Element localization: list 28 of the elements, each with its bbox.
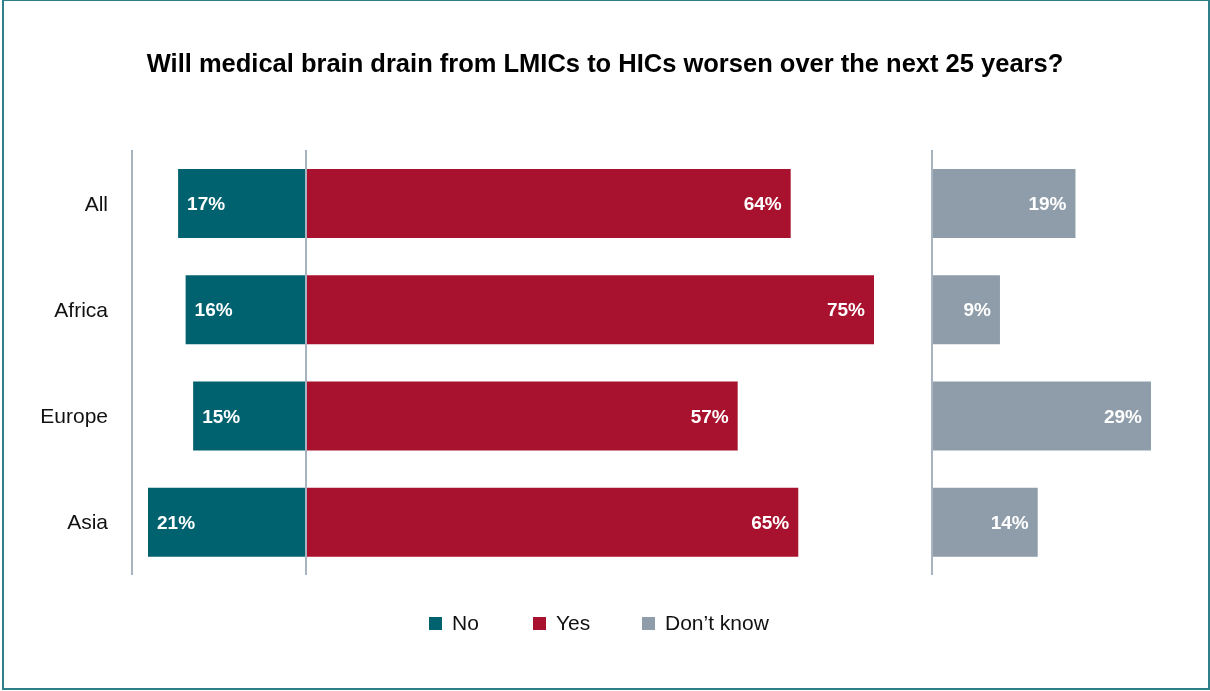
bar (148, 487, 306, 557)
data-label: 9% (963, 299, 992, 321)
y-tick-label: Europe (40, 404, 108, 428)
text: Will medical brain drain from LMICs to HICs worsen over the next 25 years? (145, 49, 1065, 78)
legend-label: No (452, 611, 479, 635)
legend-label: Don’t know (665, 611, 769, 635)
data-label: 14% (990, 511, 1029, 533)
data-label: 15% (202, 405, 241, 427)
bar (932, 381, 1151, 451)
data-label: 75% (826, 299, 866, 321)
data-label: 65% (751, 511, 790, 533)
data-label: 21% (157, 511, 196, 533)
bar (178, 169, 306, 238)
bar (193, 381, 306, 451)
data-label: 19% (1028, 193, 1067, 215)
data-label: 16% (194, 299, 233, 321)
data-label: 29% (1103, 405, 1143, 427)
y-tick-label: All (84, 191, 108, 215)
data-label: 17% (187, 193, 226, 215)
bar (185, 275, 306, 345)
y-tick-label: Africa (54, 297, 109, 321)
y-tick-label: Asia (67, 510, 109, 534)
legend-label: Yes (556, 611, 591, 635)
data-label: 57% (690, 405, 729, 427)
bar (932, 487, 1038, 557)
bar (932, 169, 1076, 238)
bar (932, 275, 1000, 345)
data-label: 64% (743, 193, 782, 215)
